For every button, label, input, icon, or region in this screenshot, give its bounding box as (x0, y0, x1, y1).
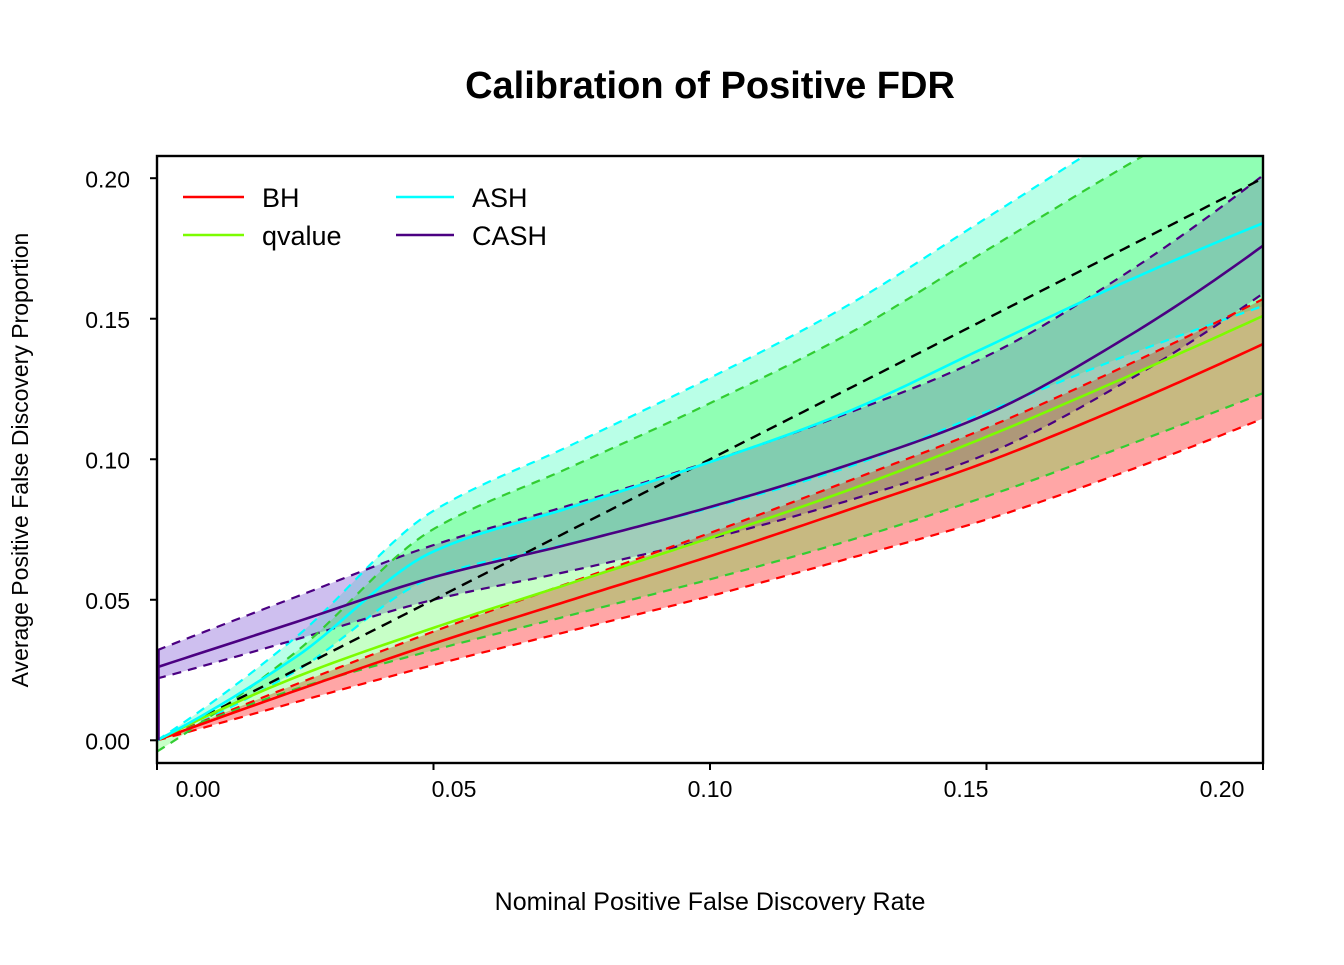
svg-text:CASH: CASH (472, 221, 547, 251)
svg-text:0.15: 0.15 (85, 307, 130, 333)
svg-text:qvalue: qvalue (262, 221, 342, 251)
svg-text:Average Positive False Discove: Average Positive False Discovery Proport… (7, 233, 33, 688)
svg-text:BH: BH (262, 183, 300, 213)
svg-text:0.15: 0.15 (944, 776, 989, 802)
svg-text:0.05: 0.05 (432, 776, 477, 802)
svg-text:Calibration of Positive FDR: Calibration of Positive FDR (465, 65, 955, 107)
svg-text:0.10: 0.10 (688, 776, 733, 802)
svg-text:0.10: 0.10 (85, 448, 130, 474)
svg-text:0.00: 0.00 (85, 729, 130, 755)
svg-text:0.05: 0.05 (85, 588, 130, 614)
svg-text:0.20: 0.20 (1200, 776, 1245, 802)
svg-text:0.20: 0.20 (85, 167, 130, 193)
svg-text:ASH: ASH (472, 183, 528, 213)
svg-text:0.00: 0.00 (176, 776, 221, 802)
svg-text:Nominal Positive False Discove: Nominal Positive False Discovery Rate (495, 888, 926, 916)
